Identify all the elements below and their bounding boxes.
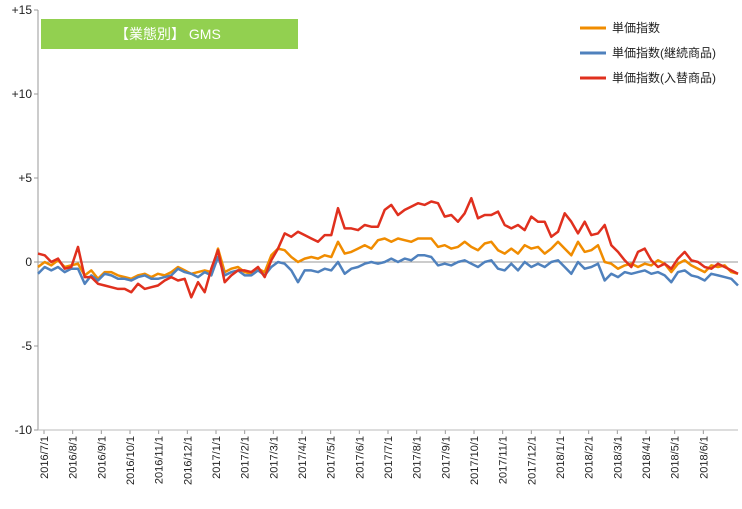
- series-lines: [37, 196, 739, 299]
- chart-title-banner: 【業態別】 GMS: [41, 19, 298, 49]
- legend-label-3: 単価指数(入替商品): [612, 70, 716, 85]
- y-tick-label: 0: [25, 255, 32, 269]
- legend-label-1: 単価指数: [612, 20, 660, 35]
- x-tick-label: 2016/12/1: [182, 436, 194, 485]
- x-tick-label: 2017/4/1: [297, 436, 309, 479]
- x-tick-label: 2018/2/1: [584, 436, 596, 479]
- x-tick-label: 2017/11/1: [498, 436, 510, 484]
- x-axis-ticks: 2016/7/1 2016/8/1 2016/9/1 2016/10/1 2016/11…: [38, 429, 738, 485]
- x-tick-label: 2018/5/1: [670, 436, 682, 479]
- x-tick-label: 2017/8/1: [412, 436, 424, 479]
- chart-title: 【業態別】 GMS: [115, 26, 221, 42]
- x-tick-label: 2017/3/1: [268, 436, 280, 479]
- x-tick-label: 2017/1/1: [211, 436, 223, 479]
- series-line-3: [37, 196, 739, 299]
- x-tick-label: 2017/9/1: [440, 436, 452, 479]
- x-tick-label: 2016/9/1: [96, 436, 108, 479]
- x-tick-label: 2017/7/1: [383, 436, 395, 479]
- chart-title-background: [41, 19, 298, 49]
- x-tick-label: 2017/12/1: [526, 436, 538, 485]
- axes: [37, 10, 738, 430]
- x-tick-label: 2018/3/1: [612, 436, 624, 479]
- x-tick-label: 2016/7/1: [39, 436, 51, 479]
- x-tick-label: 2018/6/1: [698, 436, 710, 479]
- y-tick-label: -10: [15, 423, 33, 437]
- x-tick-label: 2016/11/1: [154, 436, 166, 484]
- y-tick-label: -5: [21, 339, 32, 353]
- x-tick-label: 2018/1/1: [555, 436, 567, 479]
- x-tick-label: 2017/2/1: [240, 436, 252, 479]
- x-tick-label: 2017/6/1: [354, 436, 366, 479]
- y-tick-label: +10: [12, 87, 33, 101]
- series-line-1: [37, 237, 739, 281]
- y-axis-ticks: +15 +10 +5 0 -5 -10: [12, 3, 38, 437]
- y-tick-label: +15: [12, 3, 33, 17]
- x-tick-label: 2017/10/1: [469, 436, 481, 485]
- x-tick-label: 2017/5/1: [326, 436, 338, 479]
- x-tick-label: 2016/8/1: [68, 436, 80, 479]
- x-tick-label: 2016/10/1: [125, 436, 137, 485]
- series-line-2: [37, 254, 739, 287]
- x-tick-label: 2018/4/1: [641, 436, 653, 479]
- legend-label-2: 単価指数(継続商品): [612, 45, 716, 60]
- y-tick-label: +5: [18, 171, 32, 185]
